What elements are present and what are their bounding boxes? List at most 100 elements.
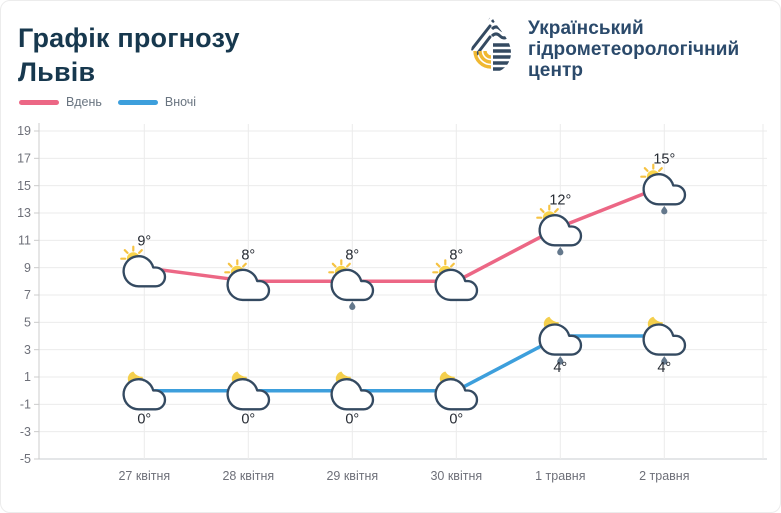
series-line-night [142, 334, 667, 393]
legend-item-day[interactable]: Вдень [19, 95, 102, 109]
cloud-icon [434, 378, 479, 411]
y-axis-label: -3 [20, 425, 31, 439]
legend-label: Вдень [66, 95, 102, 109]
page-title: Графік прогнозу Львів [18, 21, 240, 89]
x-axis-label: 2 травня [639, 469, 689, 483]
raindrop-icon [661, 356, 668, 365]
cloud-icon [330, 378, 375, 411]
sun-ray [657, 167, 663, 173]
sun-ray [553, 208, 559, 214]
x-axis-label: 29 квітня [326, 469, 378, 483]
day-point-icon: 15° [640, 152, 687, 215]
temp-label: 4° [657, 360, 671, 376]
cloud-shape [642, 323, 687, 356]
x-axis-label: 30 квітня [430, 469, 482, 483]
y-axis-label: -1 [20, 398, 31, 412]
temp-label: 8° [449, 247, 463, 263]
y-axis-label: 5 [24, 316, 31, 330]
raindrop-icon [661, 206, 668, 215]
y-axis-label: 17 [17, 152, 31, 166]
cloud-icon [330, 268, 375, 302]
sun-ray [643, 167, 649, 173]
logo-sea-stripes [493, 43, 511, 71]
logo-line2: гідрометеорологічний [528, 39, 740, 60]
cloud-icon [122, 378, 167, 411]
y-axis-label: 1 [24, 370, 31, 384]
cloud-icon [642, 323, 687, 356]
cloud-shape [538, 323, 583, 356]
y-axis-label: 11 [18, 234, 31, 248]
x-axis-label: 27 квітня [118, 469, 170, 483]
day-point-icon: 8° [432, 247, 479, 302]
title-line1: Графік прогнозу [18, 23, 240, 53]
cloud-icon [226, 268, 271, 302]
legend-swatch [19, 99, 59, 105]
logo-waves [490, 18, 510, 40]
logo-line3: центр [528, 60, 584, 81]
night-point-icon: 4° [538, 316, 583, 376]
y-axis-label: 15 [17, 179, 31, 193]
title-city: Львів [18, 57, 96, 87]
y-axis-label: 3 [24, 343, 31, 357]
temp-label: 4° [553, 360, 567, 376]
night-point-icon: 0° [226, 371, 271, 428]
logo-rain-stripes [471, 11, 492, 56]
x-axis-label: 28 квітня [222, 469, 274, 483]
cloud-shape [538, 214, 583, 247]
legend-item-night[interactable]: Вночі [117, 95, 197, 109]
day-point-icon: 8° [224, 247, 271, 302]
series-line-day [142, 183, 667, 284]
temp-label: 12° [549, 193, 571, 209]
cloud-shape [122, 255, 167, 288]
night-point-icon: 0° [434, 371, 479, 428]
temp-label: 9° [137, 234, 151, 250]
y-axis-label: -5 [20, 452, 31, 466]
y-axis-label: 7 [24, 288, 31, 302]
night-point-icon: 0° [330, 371, 375, 428]
uhmc-logo: Український гідрометеорологічний центр [465, 9, 739, 81]
raindrop-icon [349, 301, 356, 310]
y-axis-label: 9 [24, 261, 31, 275]
temp-label: 8° [345, 247, 359, 263]
uhmc-logo-text: Український гідрометеорологічний центр [528, 9, 739, 81]
cloud-icon [538, 214, 583, 247]
sun-ray [227, 262, 233, 268]
cloud-shape [642, 173, 687, 206]
sun-ray [435, 262, 441, 268]
x-axis-label: 1 травня [535, 469, 585, 483]
legend-label: Вночі [164, 95, 197, 109]
chart-legend: Вдень Вночі [19, 95, 196, 109]
raindrop-icon [557, 356, 564, 365]
legend-swatch [117, 99, 158, 105]
cloud-icon [226, 378, 271, 411]
sun-ray [331, 262, 337, 268]
logo-line1: Український [528, 18, 644, 39]
cloud-shape [330, 268, 375, 302]
cloud-icon [122, 255, 167, 288]
uhmc-logo-icon [471, 11, 511, 71]
cloud-shape [434, 378, 479, 411]
sun-ray [539, 208, 545, 214]
day-point-icon: 9° [120, 234, 167, 288]
cloud-icon [642, 173, 687, 206]
cloud-shape [226, 268, 271, 302]
day-point-icon: 8° [328, 247, 375, 310]
sun-ray [345, 262, 351, 268]
sun-ray [137, 249, 143, 255]
y-axis-label: 19 [17, 124, 31, 138]
cloud-shape [330, 378, 375, 411]
temp-label: 0° [137, 412, 151, 428]
day-point-icon: 12° [536, 193, 583, 256]
temp-label: 0° [345, 412, 359, 428]
cloud-icon [434, 268, 479, 302]
logo-sun-arcs [473, 50, 492, 69]
cloud-shape [226, 378, 271, 411]
night-point-icon: 0° [122, 371, 167, 428]
y-axis-label: 13 [17, 206, 31, 220]
temp-label: 8° [241, 247, 255, 263]
sun-ray [123, 249, 129, 255]
cloud-shape [434, 268, 479, 302]
sun-ray [241, 262, 247, 268]
cloud-icon [538, 323, 583, 356]
